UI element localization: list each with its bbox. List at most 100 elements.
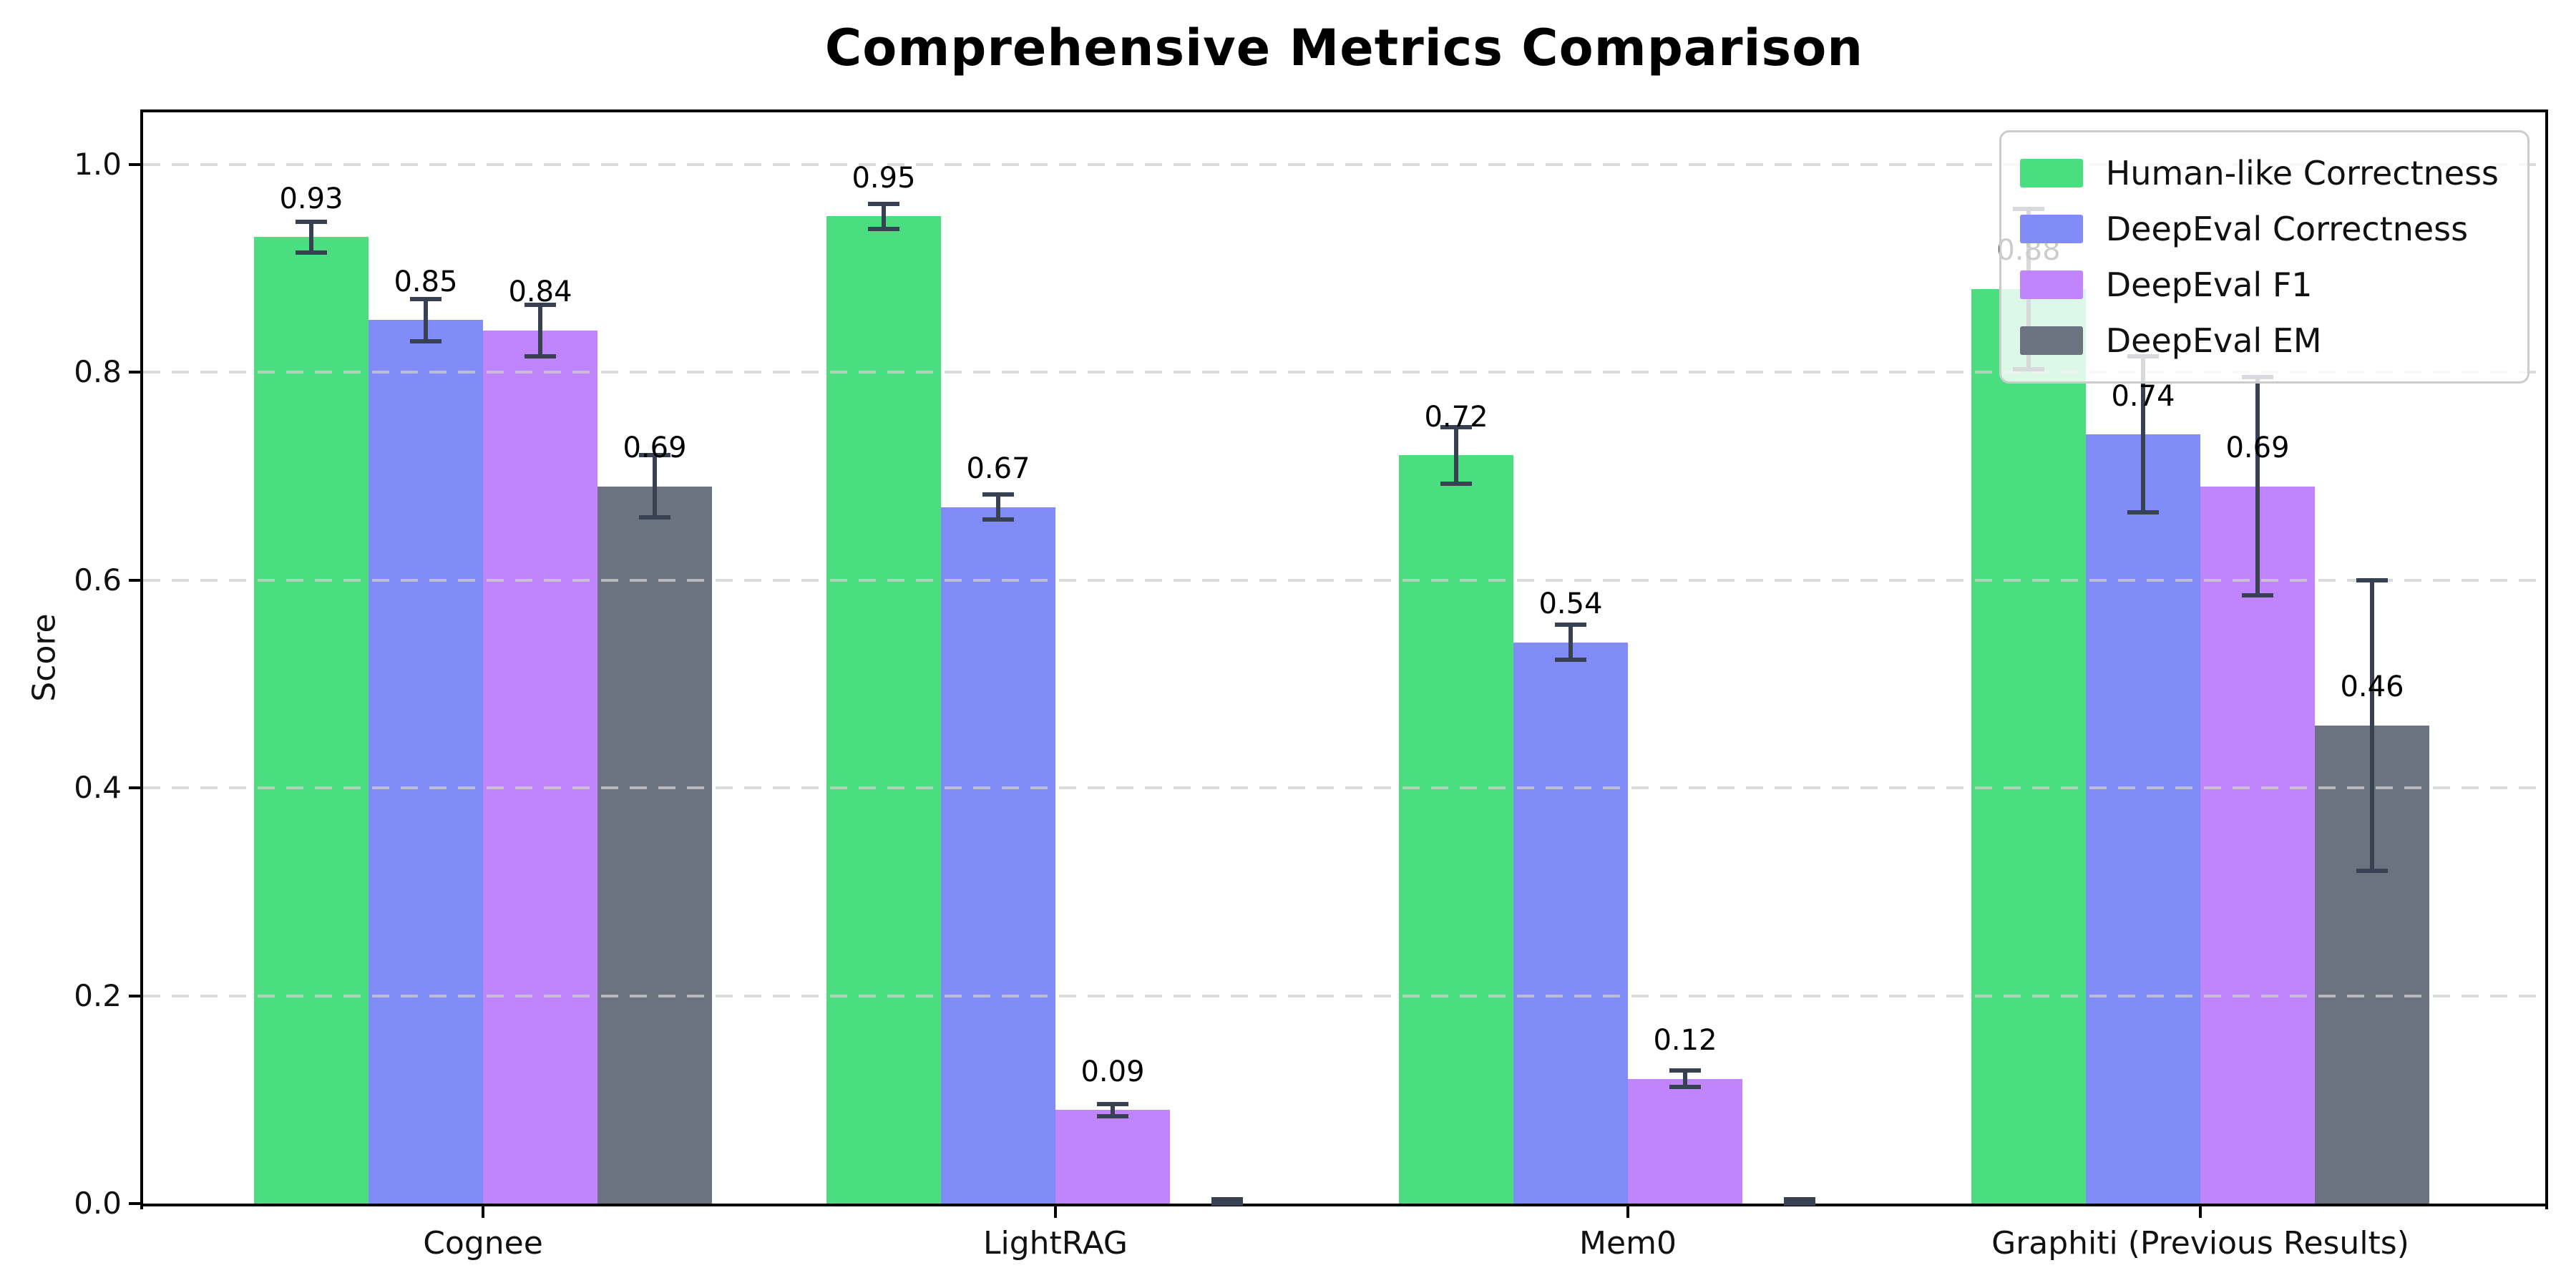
gridline bbox=[143, 371, 2545, 374]
error-bar-cap bbox=[639, 515, 670, 520]
bar bbox=[2086, 434, 2200, 1204]
axis-spine-left bbox=[140, 109, 143, 1209]
error-bar-cap bbox=[296, 219, 327, 224]
legend-swatch bbox=[2019, 326, 2083, 355]
legend-item: DeepEval Correctness bbox=[2019, 201, 2499, 257]
bar bbox=[2200, 486, 2315, 1204]
error-bar-cap bbox=[868, 226, 899, 231]
error-bar bbox=[1454, 427, 1458, 484]
legend-label: DeepEval F1 bbox=[2105, 265, 2313, 304]
x-tick bbox=[482, 1206, 484, 1218]
bar bbox=[597, 486, 712, 1204]
legend-swatch bbox=[2019, 159, 2083, 187]
legend-swatch bbox=[2019, 215, 2083, 243]
chart-title: Comprehensive Metrics Comparison bbox=[824, 19, 1864, 77]
error-bar-cap bbox=[868, 201, 899, 206]
error-bar-cap bbox=[1784, 1201, 1815, 1206]
x-tick bbox=[1626, 1206, 1629, 1218]
bar-value-label: 0.85 bbox=[394, 265, 458, 298]
bar-value-label: 0.72 bbox=[1424, 400, 1488, 434]
x-tick-label: LightRAG bbox=[982, 1225, 1128, 1262]
bar bbox=[1971, 288, 2086, 1204]
legend-swatch bbox=[2019, 270, 2083, 299]
axis-spine-top bbox=[142, 109, 2548, 112]
error-bar-cap bbox=[1211, 1201, 1243, 1206]
error-bar-cap bbox=[2356, 577, 2388, 582]
bar-value-label: 0.67 bbox=[966, 452, 1030, 486]
bar bbox=[1628, 1078, 1742, 1204]
bar bbox=[1055, 1110, 1170, 1204]
y-tick-label: 1.0 bbox=[74, 146, 122, 182]
gridline bbox=[143, 162, 2545, 166]
bar-value-label: 0.84 bbox=[508, 275, 572, 309]
error-bar bbox=[2141, 356, 2145, 513]
y-tick bbox=[129, 1202, 140, 1205]
error-bar bbox=[1683, 1070, 1687, 1088]
gridline bbox=[143, 786, 2545, 790]
error-bar-cap bbox=[1440, 425, 1472, 430]
error-bar-cap bbox=[1784, 1197, 1815, 1202]
error-bar-cap bbox=[2242, 593, 2273, 598]
error-bar bbox=[424, 299, 428, 341]
bar bbox=[941, 507, 1055, 1204]
error-bar-cap bbox=[1097, 1101, 1128, 1106]
x-tick bbox=[1054, 1206, 1057, 1218]
y-tick bbox=[129, 786, 140, 790]
legend: Human-like Correctness DeepEval Correctne… bbox=[1999, 130, 2529, 384]
bar-value-label: 0.09 bbox=[1080, 1055, 1145, 1088]
error-bar-cap bbox=[2356, 869, 2388, 874]
gridline bbox=[143, 578, 2545, 582]
error-bar bbox=[1111, 1103, 1115, 1116]
error-bar bbox=[996, 494, 1000, 520]
bar-value-label: 0.54 bbox=[1538, 587, 1603, 620]
bar-value-label: 0.69 bbox=[623, 431, 687, 465]
bar bbox=[254, 237, 369, 1204]
error-bar bbox=[309, 221, 313, 253]
gridline bbox=[143, 994, 2545, 997]
y-tick-label: 0.4 bbox=[74, 770, 122, 806]
legend-item: Human-like Correctness bbox=[2019, 145, 2499, 201]
bar bbox=[826, 216, 941, 1204]
error-bar-cap bbox=[525, 302, 556, 307]
legend-item: DeepEval F1 bbox=[2019, 257, 2499, 313]
error-bar-cap bbox=[1097, 1114, 1128, 1118]
x-tick-label: Mem0 bbox=[1579, 1225, 1677, 1262]
y-tick-label: 0.2 bbox=[74, 977, 122, 1013]
error-bar bbox=[1568, 625, 1573, 660]
error-bar-cap bbox=[525, 354, 556, 359]
error-bar-cap bbox=[982, 492, 1014, 497]
bar-value-label: 0.95 bbox=[852, 161, 916, 195]
error-bar-cap bbox=[1669, 1068, 1701, 1073]
bar-value-label: 0.12 bbox=[1653, 1023, 1717, 1057]
bar bbox=[1399, 455, 1513, 1204]
bar bbox=[1513, 642, 1628, 1204]
error-bar bbox=[653, 455, 657, 518]
legend-label: DeepEval EM bbox=[2105, 321, 2322, 360]
error-bar bbox=[538, 304, 542, 357]
error-bar bbox=[2255, 377, 2260, 596]
error-bar bbox=[882, 203, 886, 229]
x-tick-label: Graphiti (Previous Results) bbox=[1991, 1225, 2409, 1262]
error-bar-cap bbox=[2127, 510, 2159, 515]
y-tick-label: 0.8 bbox=[74, 354, 122, 390]
legend-label: DeepEval Correctness bbox=[2105, 210, 2469, 248]
x-tick bbox=[2199, 1206, 2202, 1218]
error-bar-cap bbox=[1669, 1085, 1701, 1090]
error-bar-cap bbox=[1555, 658, 1586, 663]
bar bbox=[483, 331, 597, 1204]
bar-value-label: 0.46 bbox=[2340, 670, 2404, 704]
error-bar-cap bbox=[982, 517, 1014, 522]
legend-label: Human-like Correctness bbox=[2105, 154, 2499, 192]
axis-spine-bottom bbox=[142, 1204, 2548, 1206]
error-bar-cap bbox=[1440, 481, 1472, 486]
bar bbox=[369, 320, 483, 1204]
bar-value-label: 0.69 bbox=[2225, 431, 2290, 465]
plot-area: 0.930.950.720.880.850.670.540.740.840.09… bbox=[143, 112, 2545, 1206]
y-axis-label: Score bbox=[26, 613, 63, 702]
error-bar bbox=[2370, 580, 2374, 872]
x-tick-label: Cognee bbox=[423, 1225, 543, 1262]
y-tick bbox=[129, 578, 140, 582]
bar-value-label: 0.93 bbox=[279, 182, 343, 215]
error-bar-cap bbox=[296, 250, 327, 255]
